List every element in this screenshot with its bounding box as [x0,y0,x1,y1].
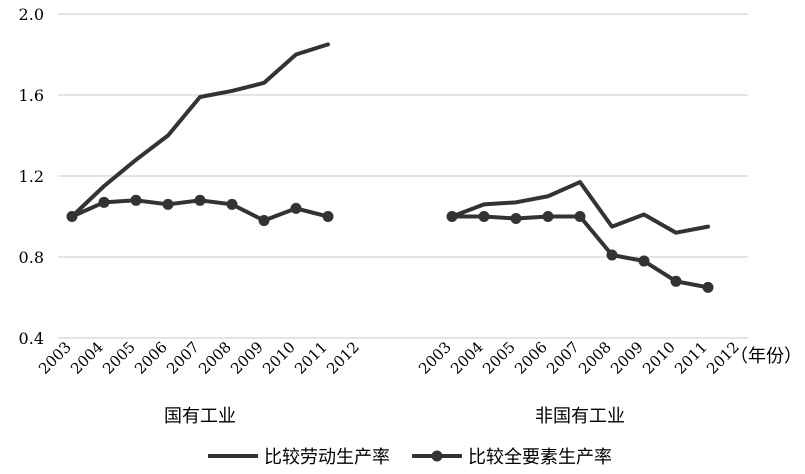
data-point [702,281,714,293]
y-tick-label: 0.8 [19,248,44,267]
x-tick-label: 2008 [575,338,615,378]
x-tick-label: 2010 [639,338,679,378]
data-point [130,194,142,206]
legend: 比较劳动生产率 比较全要素生产率 [208,447,612,468]
y-tick-label: 1.2 [19,167,44,186]
data-point [258,215,270,227]
group-label: 非国有工业 [535,406,625,427]
x-tick-label: 2007 [163,338,203,378]
x-tick-label: 2007 [543,338,583,378]
gridlines [58,13,748,339]
data-point [542,211,554,222]
x-tick-label: 2009 [607,338,647,378]
x-tick-label: 2006 [511,338,551,378]
data-point [510,213,522,225]
data-point [290,202,302,214]
legend-label: 比较全要素生产率 [468,447,612,468]
x-tick-label: 2004 [67,338,107,378]
legend-marker [431,450,443,462]
data-point [446,211,458,222]
x-tick-label: 2003 [415,338,455,378]
x-tick-label: 2009 [227,338,267,378]
x-axis-unit-label: （年份） [730,346,802,367]
data-point [194,194,206,206]
x-tick-label: 2011 [291,338,331,378]
data-point [162,198,174,210]
group-labels: 国有工业 非国有工业 [164,406,625,427]
data-point [670,275,682,287]
y-axis-tick-labels: 2.0 1.6 1.2 0.8 0.4 [19,5,44,348]
data-point [66,211,78,222]
series-line [70,42,330,219]
series-markers [66,194,714,293]
x-tick-label: 2008 [195,338,235,378]
x-tick-label: 2011 [671,338,711,378]
x-tick-label: 2005 [479,338,519,378]
data-point [606,249,618,261]
x-tick-label: 2012 [323,338,363,378]
x-tick-label: 2010 [259,338,299,378]
data-point [98,196,110,208]
series-line [450,180,710,235]
x-tick-label: 2005 [99,338,139,378]
y-tick-label: 0.4 [19,329,44,348]
group-label: 国有工业 [164,406,236,427]
y-tick-label: 1.6 [19,86,44,105]
data-point [638,255,650,267]
x-tick-label: 2004 [447,338,487,378]
x-tick-label: 2006 [131,338,171,378]
x-axis-tick-labels: 2003200420052006200720082009201020112012… [35,338,743,378]
data-point [322,211,334,222]
data-point [574,211,586,222]
data-point [226,198,238,210]
y-tick-label: 2.0 [19,5,44,24]
legend-label: 比较劳动生产率 [264,447,390,468]
data-point [478,211,490,222]
